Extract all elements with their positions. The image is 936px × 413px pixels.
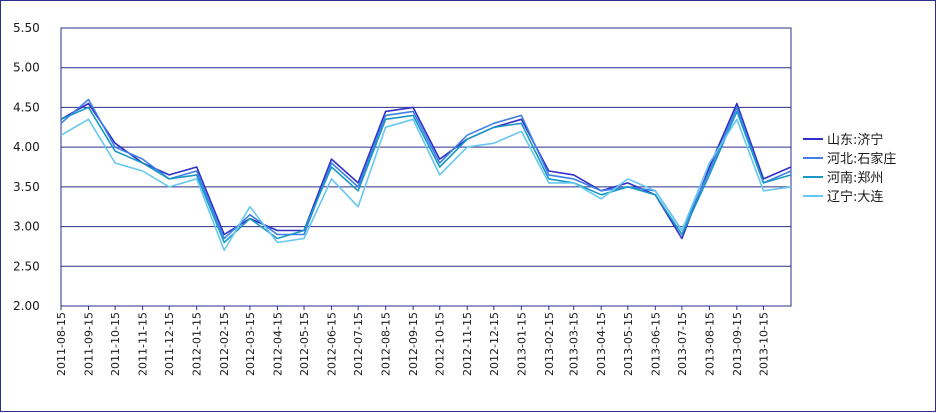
y-tick-label: 5.50 [13, 21, 40, 35]
x-tick-label: 2012-06-15 [326, 312, 339, 376]
x-tick-label: 2012-04-15 [271, 312, 284, 376]
legend-label: 辽宁:大连 [827, 189, 883, 205]
legend-label: 河南:郑州 [827, 170, 883, 186]
x-tick-label: 2012-01-15 [191, 312, 204, 376]
x-tick-label: 2013-08-15 [703, 312, 716, 376]
plot-area [60, 27, 792, 307]
y-tick-label: 3.50 [13, 180, 40, 194]
x-tick-label: 2011-12-15 [163, 312, 176, 376]
y-tick-label: 2.50 [13, 259, 40, 273]
x-tick-label: 2011-10-15 [109, 312, 122, 376]
y-tick-label: 5.00 [13, 61, 40, 75]
x-tick-label: 2011-11-15 [137, 312, 150, 376]
x-tick-label: 2012-03-15 [244, 312, 257, 376]
x-tick-label: 2012-02-15 [218, 312, 231, 376]
x-tick-label: 2013-03-15 [568, 312, 581, 376]
x-tick-label: 2013-09-15 [731, 312, 744, 376]
x-tick-label: 2013-10-15 [758, 312, 771, 376]
series-line-4 [60, 118, 792, 252]
x-tick-label: 2012-05-15 [298, 312, 311, 376]
x-tick-label: 2013-05-15 [622, 312, 635, 376]
x-tick-label: 2012-12-15 [488, 312, 501, 376]
x-tick-label: 2013-04-15 [595, 312, 608, 376]
x-tick-label: 2013-07-15 [676, 312, 689, 376]
y-tick-label: 2.00 [13, 299, 40, 313]
y-tick-label: 4.50 [13, 100, 40, 114]
x-tick-label: 2013-01-15 [515, 312, 528, 376]
y-tick-label: 3.00 [13, 220, 40, 234]
series-line-3 [60, 106, 792, 244]
x-tick-label: 2012-10-15 [434, 312, 447, 376]
y-tick-label: 4.00 [13, 140, 40, 154]
legend-label: 山东:济宁 [827, 132, 883, 148]
x-tick-label: 2011-09-15 [82, 312, 95, 376]
x-tick-label: 2012-09-15 [407, 312, 420, 376]
x-tick-label: 2013-06-15 [649, 312, 662, 376]
legend-label: 河北:石家庄 [827, 151, 896, 167]
series-line-1 [60, 102, 792, 240]
x-tick-label: 2011-08-15 [55, 312, 68, 376]
x-tick-label: 2012-11-15 [461, 312, 474, 376]
x-tick-label: 2013-02-15 [543, 312, 556, 376]
x-tick-label: 2012-07-15 [352, 312, 365, 376]
x-tick-label: 2012-08-15 [380, 312, 393, 376]
